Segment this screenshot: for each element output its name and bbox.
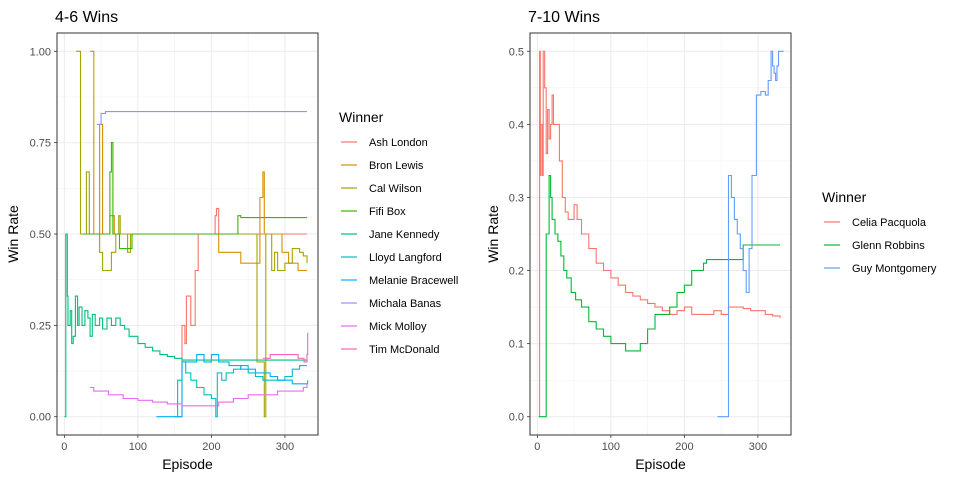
x-axis-label: Episode bbox=[162, 456, 213, 472]
legend-label: Lloyd Langford bbox=[369, 252, 442, 264]
legend: Winner Celia Pacquola Glenn Robbins Guy Mon… bbox=[822, 189, 937, 275]
legend-item: Lloyd Langford bbox=[341, 252, 442, 264]
x-tick-label: 100 bbox=[129, 441, 147, 453]
legend-item: Celia Pacquola bbox=[824, 217, 927, 229]
legend-label: Glenn Robbins bbox=[852, 240, 925, 252]
y-tick-label: 0.25 bbox=[30, 320, 51, 332]
series-line-michala-banas bbox=[96, 111, 307, 125]
legend-title: Winner bbox=[339, 109, 384, 125]
legend-label: Tim McDonald bbox=[369, 344, 440, 356]
x-tick-label: 100 bbox=[602, 441, 620, 453]
y-tick-label: 0.75 bbox=[30, 138, 51, 150]
legend-label: Michala Banas bbox=[369, 298, 442, 310]
legend-item: Ash London bbox=[341, 137, 428, 149]
legend-item: Fifi Box bbox=[341, 206, 406, 218]
series-line-melanie-bracewell bbox=[156, 354, 309, 418]
legend-item: Michala Banas bbox=[341, 298, 442, 310]
x-tick-label: 300 bbox=[749, 441, 767, 453]
y-axis-label: Win Rate bbox=[485, 205, 501, 263]
legend-item: Mick Molloy bbox=[341, 321, 427, 333]
legend-label: Guy Montgomery bbox=[852, 263, 937, 275]
x-tick-label: 200 bbox=[675, 441, 693, 453]
series-line-mick-molloy bbox=[90, 383, 308, 407]
legend-title: Winner bbox=[822, 189, 867, 205]
x-tick-label: 300 bbox=[276, 441, 294, 453]
y-tick-label: 0.3 bbox=[509, 192, 524, 204]
legend-item: Bron Lewis bbox=[341, 160, 424, 172]
legend-item: Jane Kennedy bbox=[341, 229, 440, 241]
y-tick-label: 0.00 bbox=[30, 412, 51, 424]
series-line-jane-kennedy bbox=[64, 233, 307, 418]
chart-panel-1: 4-6 Wins 0 100 200 300 0.00 0.25 0.50 0.75 1.00 Ep… bbox=[5, 9, 458, 472]
legend-label: Fifi Box bbox=[369, 206, 406, 218]
legend-item: Glenn Robbins bbox=[824, 240, 925, 252]
legend-item: Melanie Bracewell bbox=[341, 275, 458, 287]
legend-label: Melanie Bracewell bbox=[369, 275, 458, 287]
legend-label: Celia Pacquola bbox=[852, 217, 927, 229]
legend-label: Bron Lewis bbox=[369, 160, 424, 172]
plot-border bbox=[529, 32, 792, 436]
legend-label: Jane Kennedy bbox=[369, 229, 440, 241]
plot-border bbox=[56, 32, 319, 436]
series-line-guy-montgomery bbox=[717, 50, 784, 418]
y-tick-label: 0.1 bbox=[509, 339, 524, 351]
series-line-glenn-robbins bbox=[538, 174, 780, 418]
y-tick-label: 0.0 bbox=[509, 412, 524, 424]
y-tick-label: 0.4 bbox=[509, 119, 524, 131]
legend-label: Mick Molloy bbox=[369, 321, 427, 333]
series-line-bron-lewis bbox=[90, 50, 307, 272]
legend-item: Guy Montgomery bbox=[824, 263, 937, 275]
legend-label: Cal Wilson bbox=[369, 183, 422, 195]
legend-item: Cal Wilson bbox=[341, 183, 422, 195]
chart-panel-2: 7-10 Wins 0 100 200 300 0.0 0.1 0.2 0.3 0.4 0.5 Epi… bbox=[485, 9, 937, 472]
series-line-fifi-box bbox=[82, 142, 307, 250]
x-axis-label: Episode bbox=[635, 456, 686, 472]
y-tick-label: 0.5 bbox=[509, 46, 524, 58]
y-tick-label: 1.00 bbox=[30, 46, 51, 58]
series-line-ash-london bbox=[178, 207, 307, 418]
series-line-tim-mcdonald bbox=[262, 332, 309, 363]
legend-label: Ash London bbox=[369, 137, 428, 149]
series-line-celia-pacquola bbox=[538, 50, 781, 418]
chart-title: 7-10 Wins bbox=[528, 9, 600, 26]
chart-title: 4-6 Wins bbox=[55, 9, 118, 26]
x-tick-label: 0 bbox=[61, 441, 67, 453]
x-tick-label: 0 bbox=[534, 441, 540, 453]
legend: Winner Ash London Bron Lewis Cal Wilson Fifi… bbox=[339, 109, 458, 356]
y-tick-label: 0.50 bbox=[30, 229, 51, 241]
legend-item: Tim McDonald bbox=[341, 344, 440, 356]
y-tick-label: 0.2 bbox=[509, 266, 524, 278]
x-tick-label: 200 bbox=[202, 441, 220, 453]
y-axis-label: Win Rate bbox=[5, 205, 21, 263]
